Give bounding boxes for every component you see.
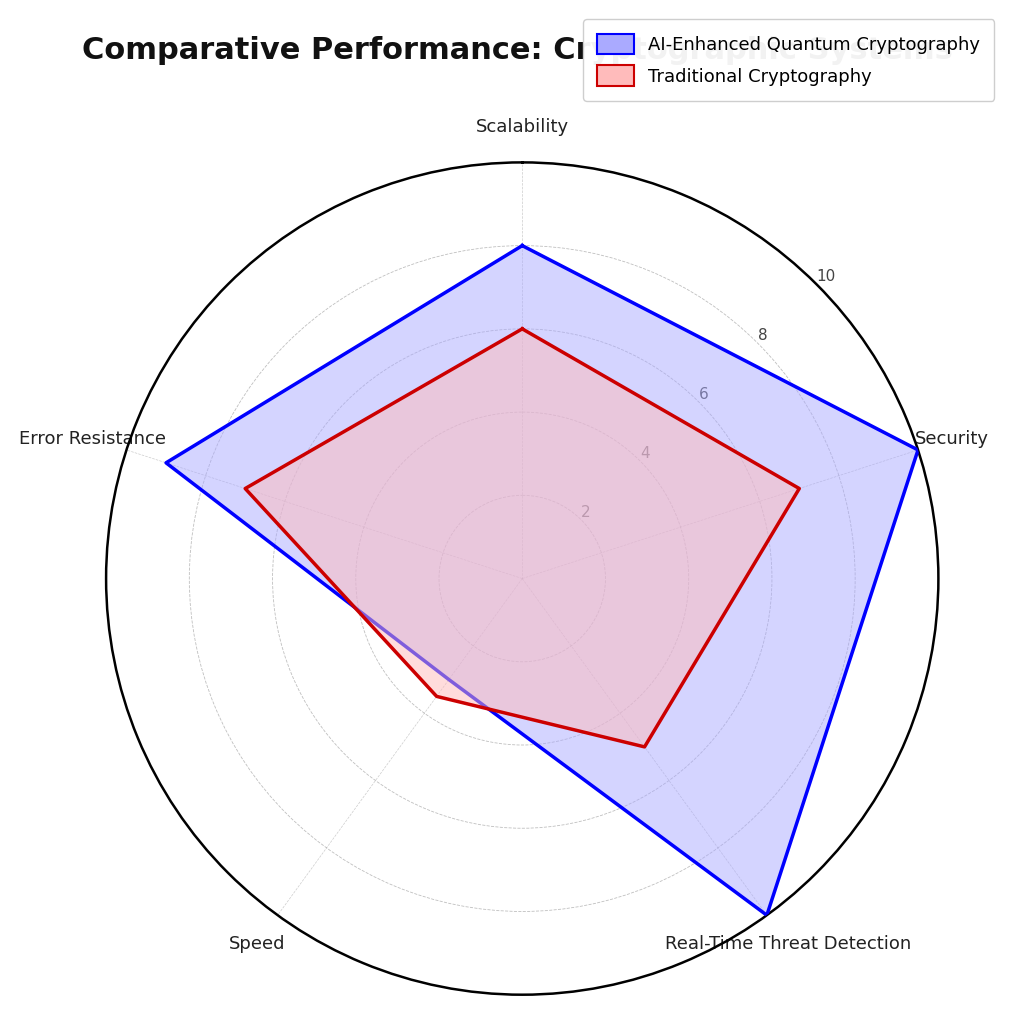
Legend: AI-Enhanced Quantum Cryptography, Traditional Cryptography: AI-Enhanced Quantum Cryptography, Tradit… [583,19,994,100]
Polygon shape [166,246,919,916]
Polygon shape [245,329,800,747]
Text: Comparative Performance: Cryptographic Systems: Comparative Performance: Cryptographic S… [82,36,952,65]
